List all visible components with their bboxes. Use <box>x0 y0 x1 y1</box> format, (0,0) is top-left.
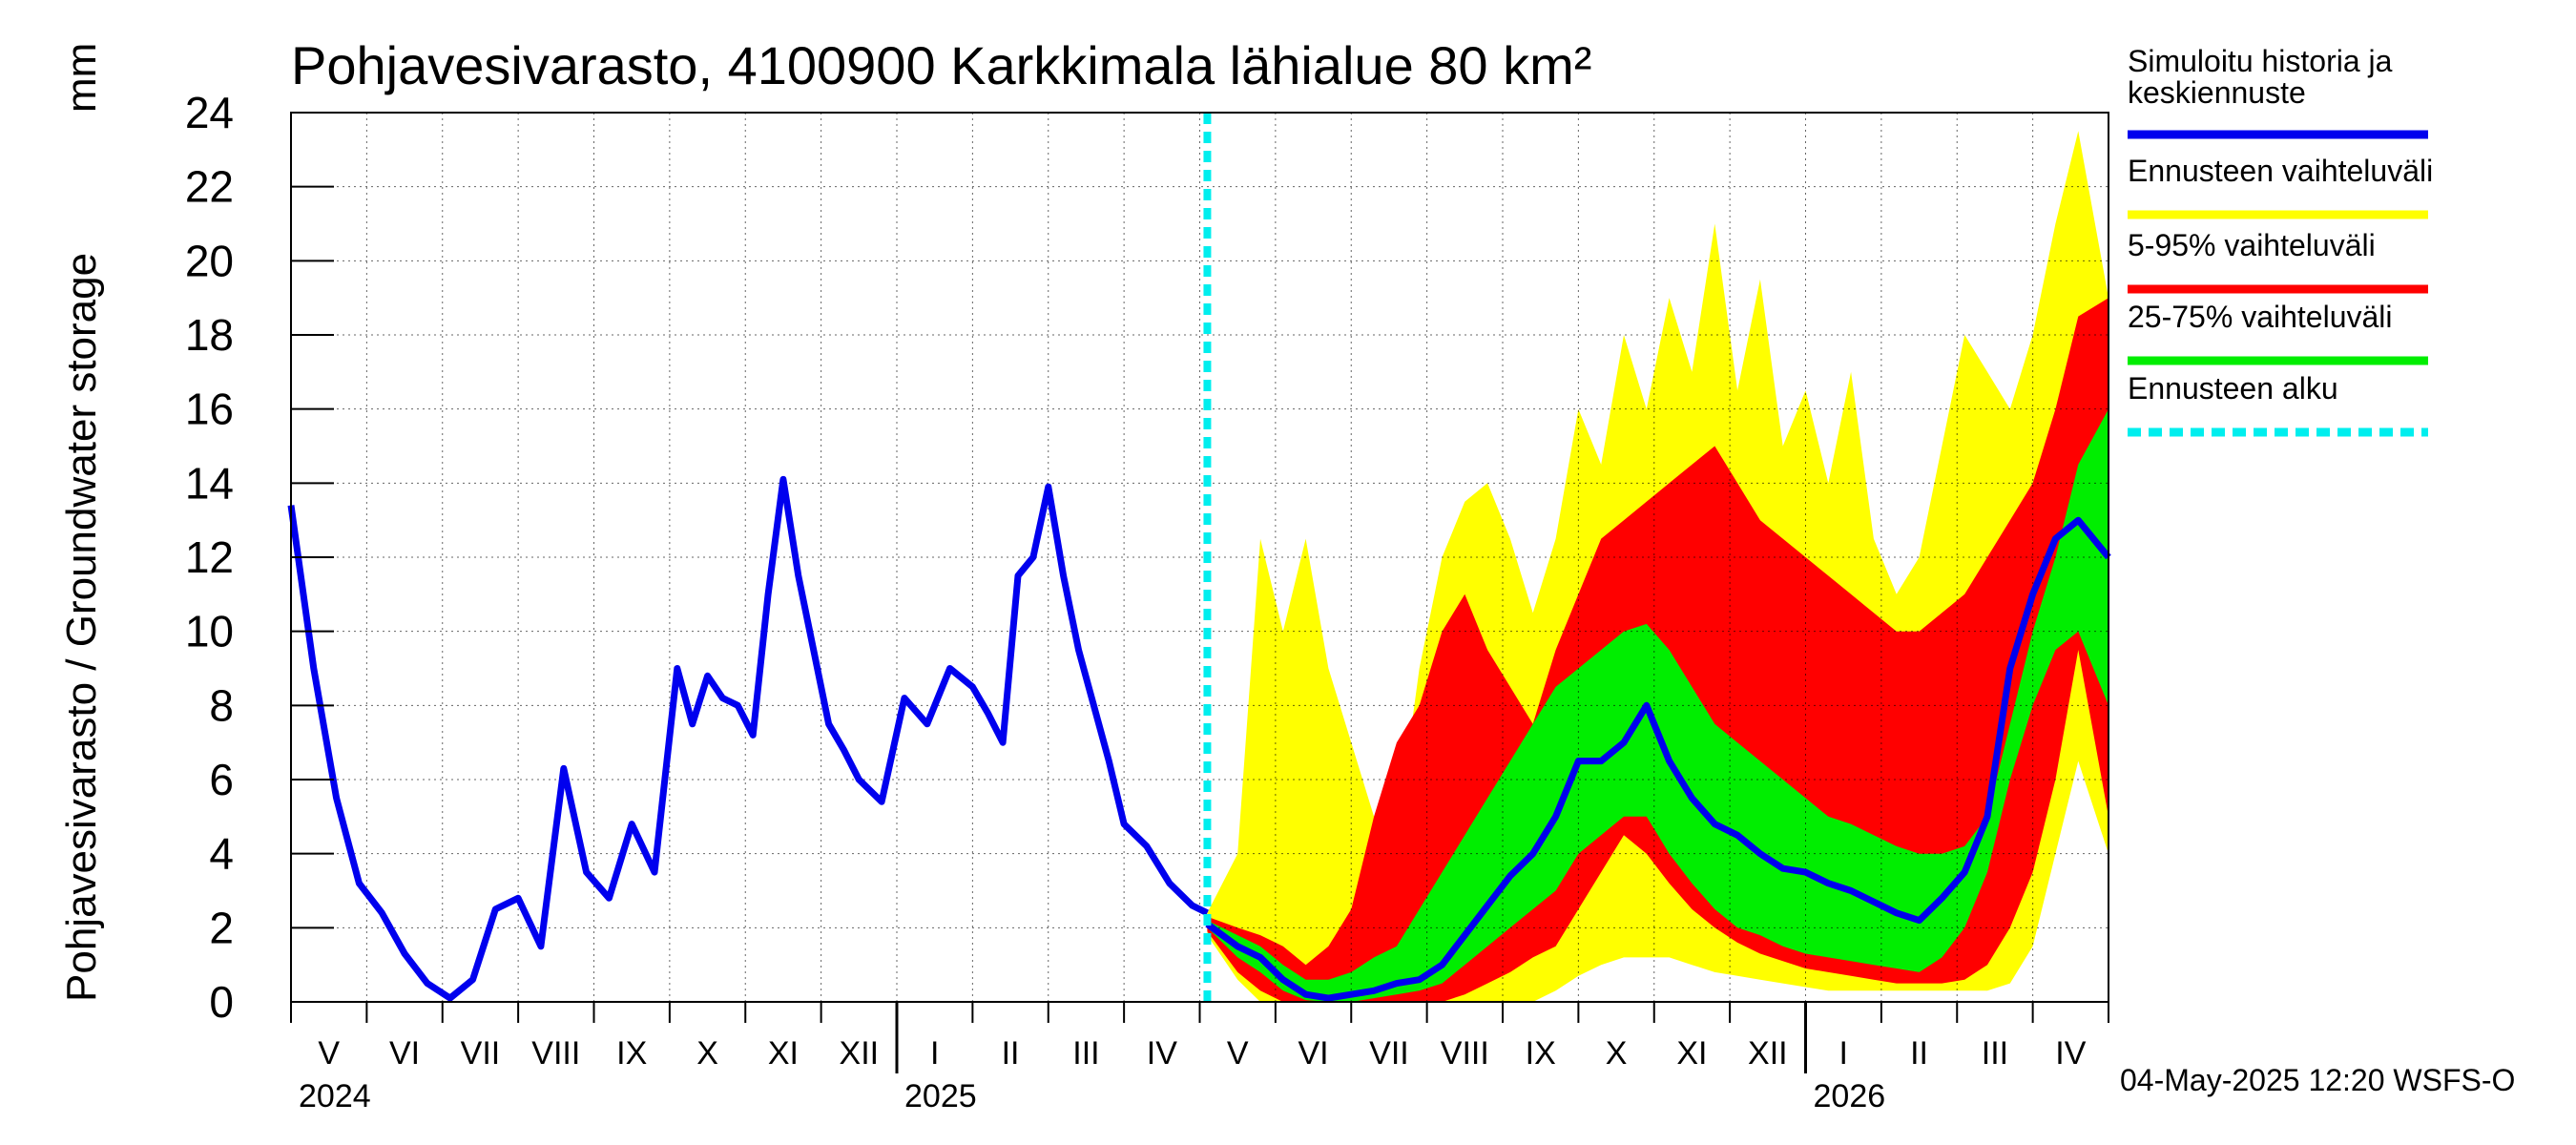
x-tick-label: VIII <box>531 1035 580 1072</box>
x-tick-label: XI <box>1676 1035 1707 1072</box>
x-tick-label: III <box>1072 1035 1099 1072</box>
year-label: 2024 <box>299 1078 371 1114</box>
x-tick-label: III <box>1982 1035 2008 1072</box>
x-tick-label: I <box>1839 1035 1847 1072</box>
x-tick-label: I <box>930 1035 939 1072</box>
y-axis-unit: mm <box>58 43 105 113</box>
y-tick-label: 20 <box>185 236 234 285</box>
legend-label: 25-75% vaihteluväli <box>2128 300 2393 334</box>
x-tick-label: XII <box>1748 1035 1788 1072</box>
y-tick-label: 6 <box>209 755 234 804</box>
legend-label: Simuloitu historia ja <box>2128 44 2393 78</box>
x-tick-label: IX <box>1526 1035 1556 1072</box>
y-axis-label: Pohjavesivarasto / Groundwater storage <box>58 253 105 1002</box>
x-tick-label: IX <box>616 1035 647 1072</box>
x-tick-label: V <box>318 1035 340 1072</box>
history-line <box>287 475 1209 1002</box>
y-tick-label: 4 <box>209 829 234 879</box>
year-label: 2025 <box>904 1078 977 1114</box>
x-tick-label: X <box>1606 1035 1628 1072</box>
legend-label: 5-95% vaihteluväli <box>2128 228 2376 262</box>
x-tick-label: IV <box>2055 1035 2086 1072</box>
year-label: 2026 <box>1814 1078 1886 1114</box>
x-tick-label: XI <box>768 1035 799 1072</box>
y-tick-label: 0 <box>209 977 234 1027</box>
median-forecast-line <box>1205 516 2111 1002</box>
x-tick-label: XII <box>840 1035 880 1072</box>
x-tick-label: VII <box>1369 1035 1409 1072</box>
y-tick-label: 24 <box>185 88 234 137</box>
timestamp-footer: 04-May-2025 12:20 WSFS-O <box>2120 1063 2515 1097</box>
legend-label: Ennusteen vaihteluväli <box>2128 154 2433 188</box>
x-tick-label: VI <box>389 1035 420 1072</box>
y-tick-label: 2 <box>209 903 234 952</box>
y-tick-label: 12 <box>185 532 234 582</box>
x-tick-label: II <box>1002 1035 1020 1072</box>
x-tick-label: IV <box>1147 1035 1177 1072</box>
y-tick-label: 8 <box>209 680 234 730</box>
legend-label: Ennusteen alku <box>2128 371 2338 406</box>
y-tick-label: 16 <box>185 385 234 434</box>
y-tick-label: 14 <box>185 458 234 508</box>
x-tick-label: II <box>1910 1035 1928 1072</box>
x-tick-label: X <box>696 1035 718 1072</box>
x-tick-label: VII <box>461 1035 501 1072</box>
x-tick-label: VI <box>1298 1035 1329 1072</box>
y-tick-label: 10 <box>185 607 234 656</box>
y-tick-label: 22 <box>185 162 234 212</box>
legend-label: keskiennuste <box>2128 75 2306 110</box>
x-tick-label: VIII <box>1441 1035 1489 1072</box>
chart-title: Pohjavesivarasto, 4100900 Karkkimala läh… <box>291 35 1591 95</box>
x-tick-label: V <box>1227 1035 1249 1072</box>
y-tick-label: 18 <box>185 310 234 360</box>
